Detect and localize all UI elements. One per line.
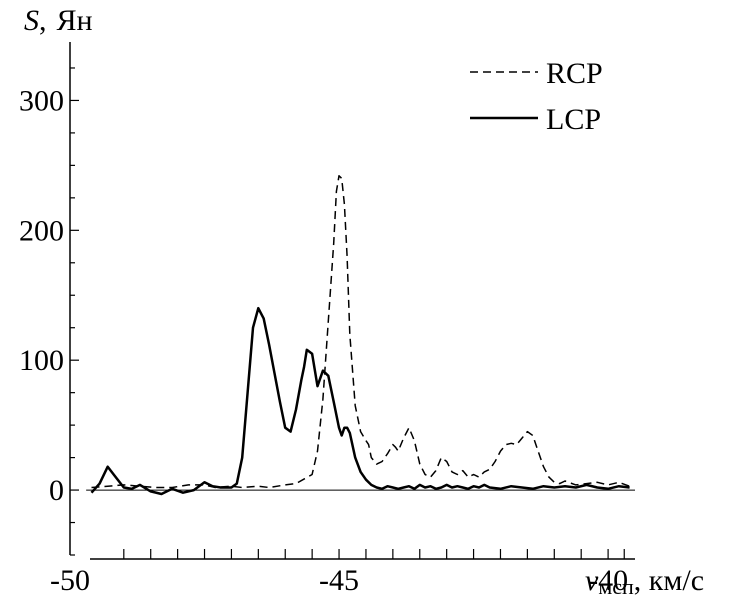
y-tick-label: 300 <box>19 84 64 117</box>
ticks-layer: 0 100 200 300 -50 -45 -40 <box>19 67 628 597</box>
legend: RCP LCP <box>470 57 603 136</box>
x-tick-label: -45 <box>319 564 359 597</box>
series-layer <box>90 175 630 496</box>
y-axis-label: S, Ян <box>24 4 93 37</box>
y-tick-label: 0 <box>49 474 64 507</box>
x-tick-label: -40 <box>588 564 628 597</box>
y-tick-label: 100 <box>19 344 64 377</box>
series-line-rcp <box>91 175 630 489</box>
legend-lcp-label: LCP <box>546 103 601 136</box>
x-tick-label: -50 <box>50 564 90 597</box>
x-axis-label: vмсп, км/с <box>585 564 704 599</box>
series-line-lcp <box>90 306 630 496</box>
legend-rcp-label: RCP <box>546 57 603 90</box>
y-tick-label: 200 <box>19 214 64 247</box>
